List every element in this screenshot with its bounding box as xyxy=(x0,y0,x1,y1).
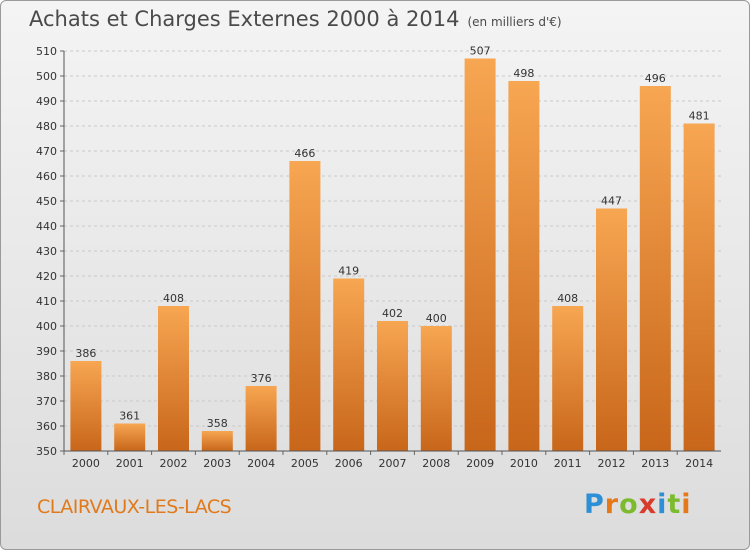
x-tick-label: 2012 xyxy=(598,457,626,470)
y-tick-label: 470 xyxy=(36,145,57,158)
y-tick-label: 420 xyxy=(36,270,57,283)
y-tick-label: 490 xyxy=(36,95,57,108)
logo-letter: i xyxy=(681,489,692,520)
y-tick-label: 380 xyxy=(36,370,57,383)
y-tick-label: 480 xyxy=(36,120,57,133)
data-labels: 386 361 408 358 376 466 419 402 400 507 498 408 447 4… xyxy=(75,45,709,431)
x-tick-label: 2013 xyxy=(641,457,669,470)
data-label-2006: 419 xyxy=(338,265,359,278)
bar-2009 xyxy=(464,58,496,451)
y-tick-label: 430 xyxy=(36,245,57,258)
logo-letter: r xyxy=(604,489,620,520)
x-axis-ticks: 2000 2001 2002 2003 2004 2005 2006 2007 2008 2009… xyxy=(63,451,713,470)
y-tick-label: 500 xyxy=(36,70,57,83)
bar-2006 xyxy=(333,278,365,451)
x-tick-label: 2006 xyxy=(335,457,363,470)
logo-letter: t xyxy=(667,489,682,520)
y-tick-label: 390 xyxy=(36,345,57,358)
chart-title-text: Achats et Charges Externes 2000 à 2014 xyxy=(29,7,460,31)
data-label-2012: 447 xyxy=(601,195,622,208)
logo-letter: x xyxy=(638,489,658,520)
x-tick-label: 2002 xyxy=(160,457,188,470)
data-label-2008: 400 xyxy=(426,312,447,325)
data-label-2003: 358 xyxy=(207,417,228,430)
x-tick-label: 2005 xyxy=(291,457,319,470)
x-tick-label: 2004 xyxy=(247,457,275,470)
bar-2011 xyxy=(552,306,584,451)
x-tick-label: 2010 xyxy=(510,457,538,470)
data-label-2001: 361 xyxy=(119,410,140,423)
bar-2007 xyxy=(377,321,408,451)
bar-2008 xyxy=(420,326,452,451)
y-tick-label: 350 xyxy=(36,445,57,458)
data-label-2004: 376 xyxy=(251,372,272,385)
chart-subtitle: (en milliers d'€) xyxy=(467,15,562,29)
data-label-2011: 408 xyxy=(557,292,578,305)
bar-2000 xyxy=(70,361,102,451)
x-tick-label: 2007 xyxy=(379,457,407,470)
logo-letter: P xyxy=(584,489,605,520)
y-tick-label: 510 xyxy=(36,45,57,58)
bar-2003 xyxy=(201,431,233,451)
bar-2013 xyxy=(639,86,671,451)
data-label-2014: 481 xyxy=(689,110,710,123)
bar-2010 xyxy=(508,81,540,451)
logo-letter: i xyxy=(657,489,668,520)
x-tick-label: 2003 xyxy=(203,457,231,470)
y-tick-label: 440 xyxy=(36,220,57,233)
chart-title: Achats et Charges Externes 2000 à 2014 (e… xyxy=(29,7,562,31)
data-label-2000: 386 xyxy=(75,347,96,360)
proxiti-logo[interactable]: Proxiti xyxy=(584,489,692,520)
bar-2004 xyxy=(245,386,277,451)
bar-2005 xyxy=(289,161,321,451)
y-tick-label: 410 xyxy=(36,295,57,308)
bar-2012 xyxy=(596,208,627,451)
data-label-2009: 507 xyxy=(470,45,491,58)
bar-2014 xyxy=(683,123,715,451)
data-label-2010: 498 xyxy=(513,67,534,80)
bar-2002 xyxy=(158,306,189,451)
bars xyxy=(70,58,715,451)
y-tick-label: 400 xyxy=(36,320,57,333)
place-name: CLAIRVAUX-LES-LACS xyxy=(37,496,232,518)
x-tick-label: 2011 xyxy=(554,457,582,470)
x-tick-label: 2008 xyxy=(422,457,450,470)
x-tick-label: 2000 xyxy=(72,457,100,470)
data-label-2005: 466 xyxy=(294,147,315,160)
bar-2001 xyxy=(114,423,146,451)
x-tick-label: 2014 xyxy=(685,457,713,470)
data-label-2002: 408 xyxy=(163,292,184,305)
y-tick-label: 450 xyxy=(36,195,57,208)
x-tick-label: 2001 xyxy=(116,457,144,470)
data-label-2013: 496 xyxy=(645,72,666,85)
logo-letter: o xyxy=(619,489,639,520)
y-tick-label: 370 xyxy=(36,395,57,408)
y-axis-ticks: 350 360 370 380 390 400 410 420 430 440 450 460 470 4… xyxy=(36,45,64,458)
y-tick-label: 360 xyxy=(36,420,57,433)
data-label-2007: 402 xyxy=(382,307,403,320)
y-tick-label: 460 xyxy=(36,170,57,183)
x-tick-label: 2009 xyxy=(466,457,494,470)
